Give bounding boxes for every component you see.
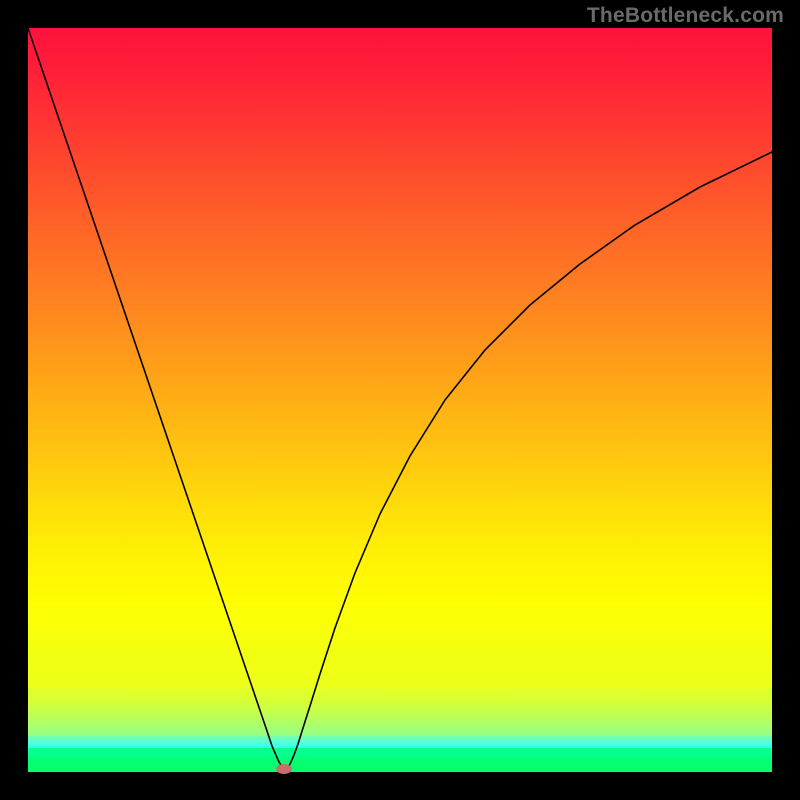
plot-background	[28, 28, 772, 772]
watermark-text: TheBottleneck.com	[587, 4, 784, 28]
chart-container: { "watermark": { "text": "TheBottleneck.…	[0, 0, 800, 800]
chart-svg	[0, 0, 800, 800]
minimum-marker	[276, 764, 292, 774]
